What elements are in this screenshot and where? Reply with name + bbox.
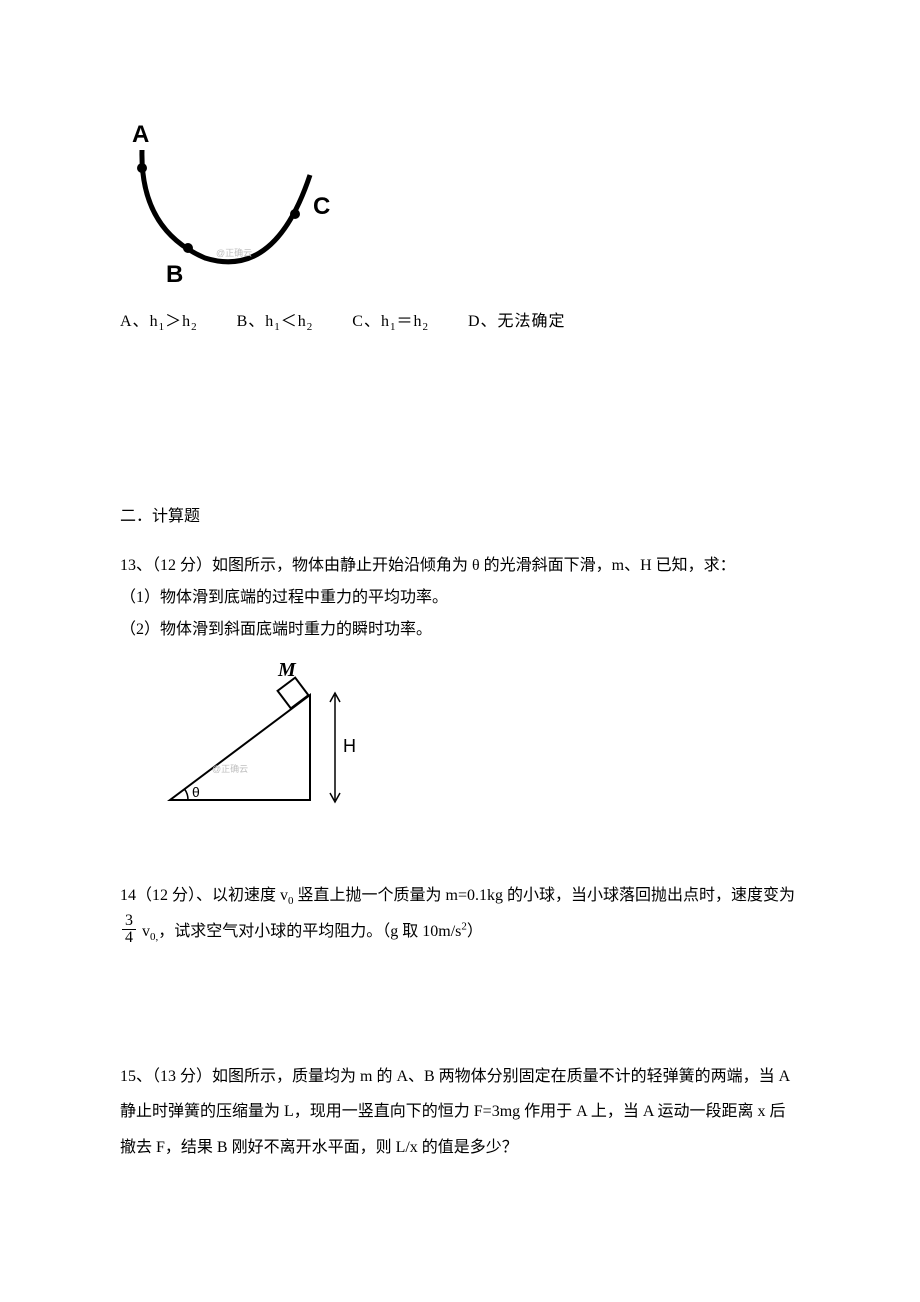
option-b: B、h1＜h2 bbox=[237, 309, 314, 335]
triangle bbox=[170, 695, 310, 800]
q12-options: A、h1＞h2 B、h1＜h2 C、h1＝h2 D、无法确定 bbox=[120, 309, 800, 335]
q13-part1: （1）物体滑到底端的过程中重力的平均功率。 bbox=[120, 582, 800, 614]
q13-part2: （2）物体滑到斜面底端时重力的瞬时功率。 bbox=[120, 614, 800, 646]
incline-svg: θ M H @正确云 bbox=[160, 660, 360, 810]
opt-a-op: ＞ bbox=[165, 313, 182, 330]
dot-a bbox=[137, 163, 147, 173]
curve-svg: A B C @正确云 bbox=[120, 120, 330, 290]
opt-c-prefix: C、 bbox=[352, 313, 381, 330]
option-a: A、h1＞h2 bbox=[120, 309, 198, 335]
angle-arc bbox=[185, 789, 189, 800]
q14-b: 竖直上抛一个质量为 m=0.1kg 的小球，当小球落回抛出点时，速度变为 bbox=[294, 887, 795, 904]
q14: 14（12 分）、以初速度 v0 竖直上抛一个质量为 m=0.1kg 的小球，当… bbox=[120, 878, 800, 949]
opt-d-prefix: D、 bbox=[468, 313, 498, 330]
q12-figure: A B C @正确云 bbox=[120, 120, 800, 299]
q15: 15、（13 分）如图所示，质量均为 m 的 A、B 两物体分别固定在质量不计的… bbox=[120, 1059, 800, 1165]
q14-frac-num: 3 bbox=[122, 913, 136, 931]
label-b: B bbox=[166, 261, 183, 288]
theta-label: θ bbox=[192, 784, 200, 800]
section-2-title: 二．计算题 bbox=[120, 504, 800, 530]
m-label: M bbox=[277, 660, 297, 681]
h-label: H bbox=[343, 736, 356, 756]
block-m bbox=[278, 677, 309, 708]
watermark-curve: @正确云 bbox=[216, 247, 252, 258]
opt-d-text: 无法确定 bbox=[498, 313, 566, 330]
opt-c-op: ＝ bbox=[396, 313, 413, 330]
dot-c bbox=[290, 209, 300, 219]
opt-b-rsub: 2 bbox=[307, 321, 314, 333]
option-c: C、h1＝h2 bbox=[352, 309, 429, 335]
q13-stem: 13、（12 分）如图所示，物体由静止开始沿倾角为 θ 的光滑斜面下滑，m、H … bbox=[120, 550, 800, 582]
watermark-incline: @正确云 bbox=[212, 763, 248, 774]
opt-b-op: ＜ bbox=[281, 313, 298, 330]
q14-e: ） bbox=[467, 923, 483, 940]
label-c: C bbox=[313, 193, 330, 220]
opt-a-lhs: h bbox=[150, 313, 159, 330]
q14-frac-den: 4 bbox=[122, 930, 136, 947]
q14-d: ，试求空气对小球的平均阻力。（g 取 10m/s bbox=[158, 923, 461, 940]
curve-path bbox=[142, 150, 310, 262]
q14-sub0c: 0, bbox=[150, 931, 158, 943]
dot-b bbox=[183, 243, 193, 253]
opt-c-rsub: 2 bbox=[422, 321, 429, 333]
opt-a-prefix: A、 bbox=[120, 313, 150, 330]
opt-b-rhs: h bbox=[298, 313, 307, 330]
option-d: D、无法确定 bbox=[468, 309, 566, 335]
opt-a-rsub: 2 bbox=[191, 321, 198, 333]
opt-c-lhs: h bbox=[381, 313, 390, 330]
q13-figure: θ M H @正确云 bbox=[160, 660, 800, 819]
q14-frac: 3 4 bbox=[122, 913, 136, 948]
q13: 13、（12 分）如图所示，物体由静止开始沿倾角为 θ 的光滑斜面下滑，m、H … bbox=[120, 550, 800, 646]
opt-b-prefix: B、 bbox=[237, 313, 266, 330]
label-a: A bbox=[132, 121, 149, 148]
q14-a: 14（12 分）、以初速度 v bbox=[120, 887, 288, 904]
opt-a-rhs: h bbox=[182, 313, 191, 330]
opt-b-lhs: h bbox=[265, 313, 274, 330]
q14-c: v bbox=[138, 923, 150, 940]
